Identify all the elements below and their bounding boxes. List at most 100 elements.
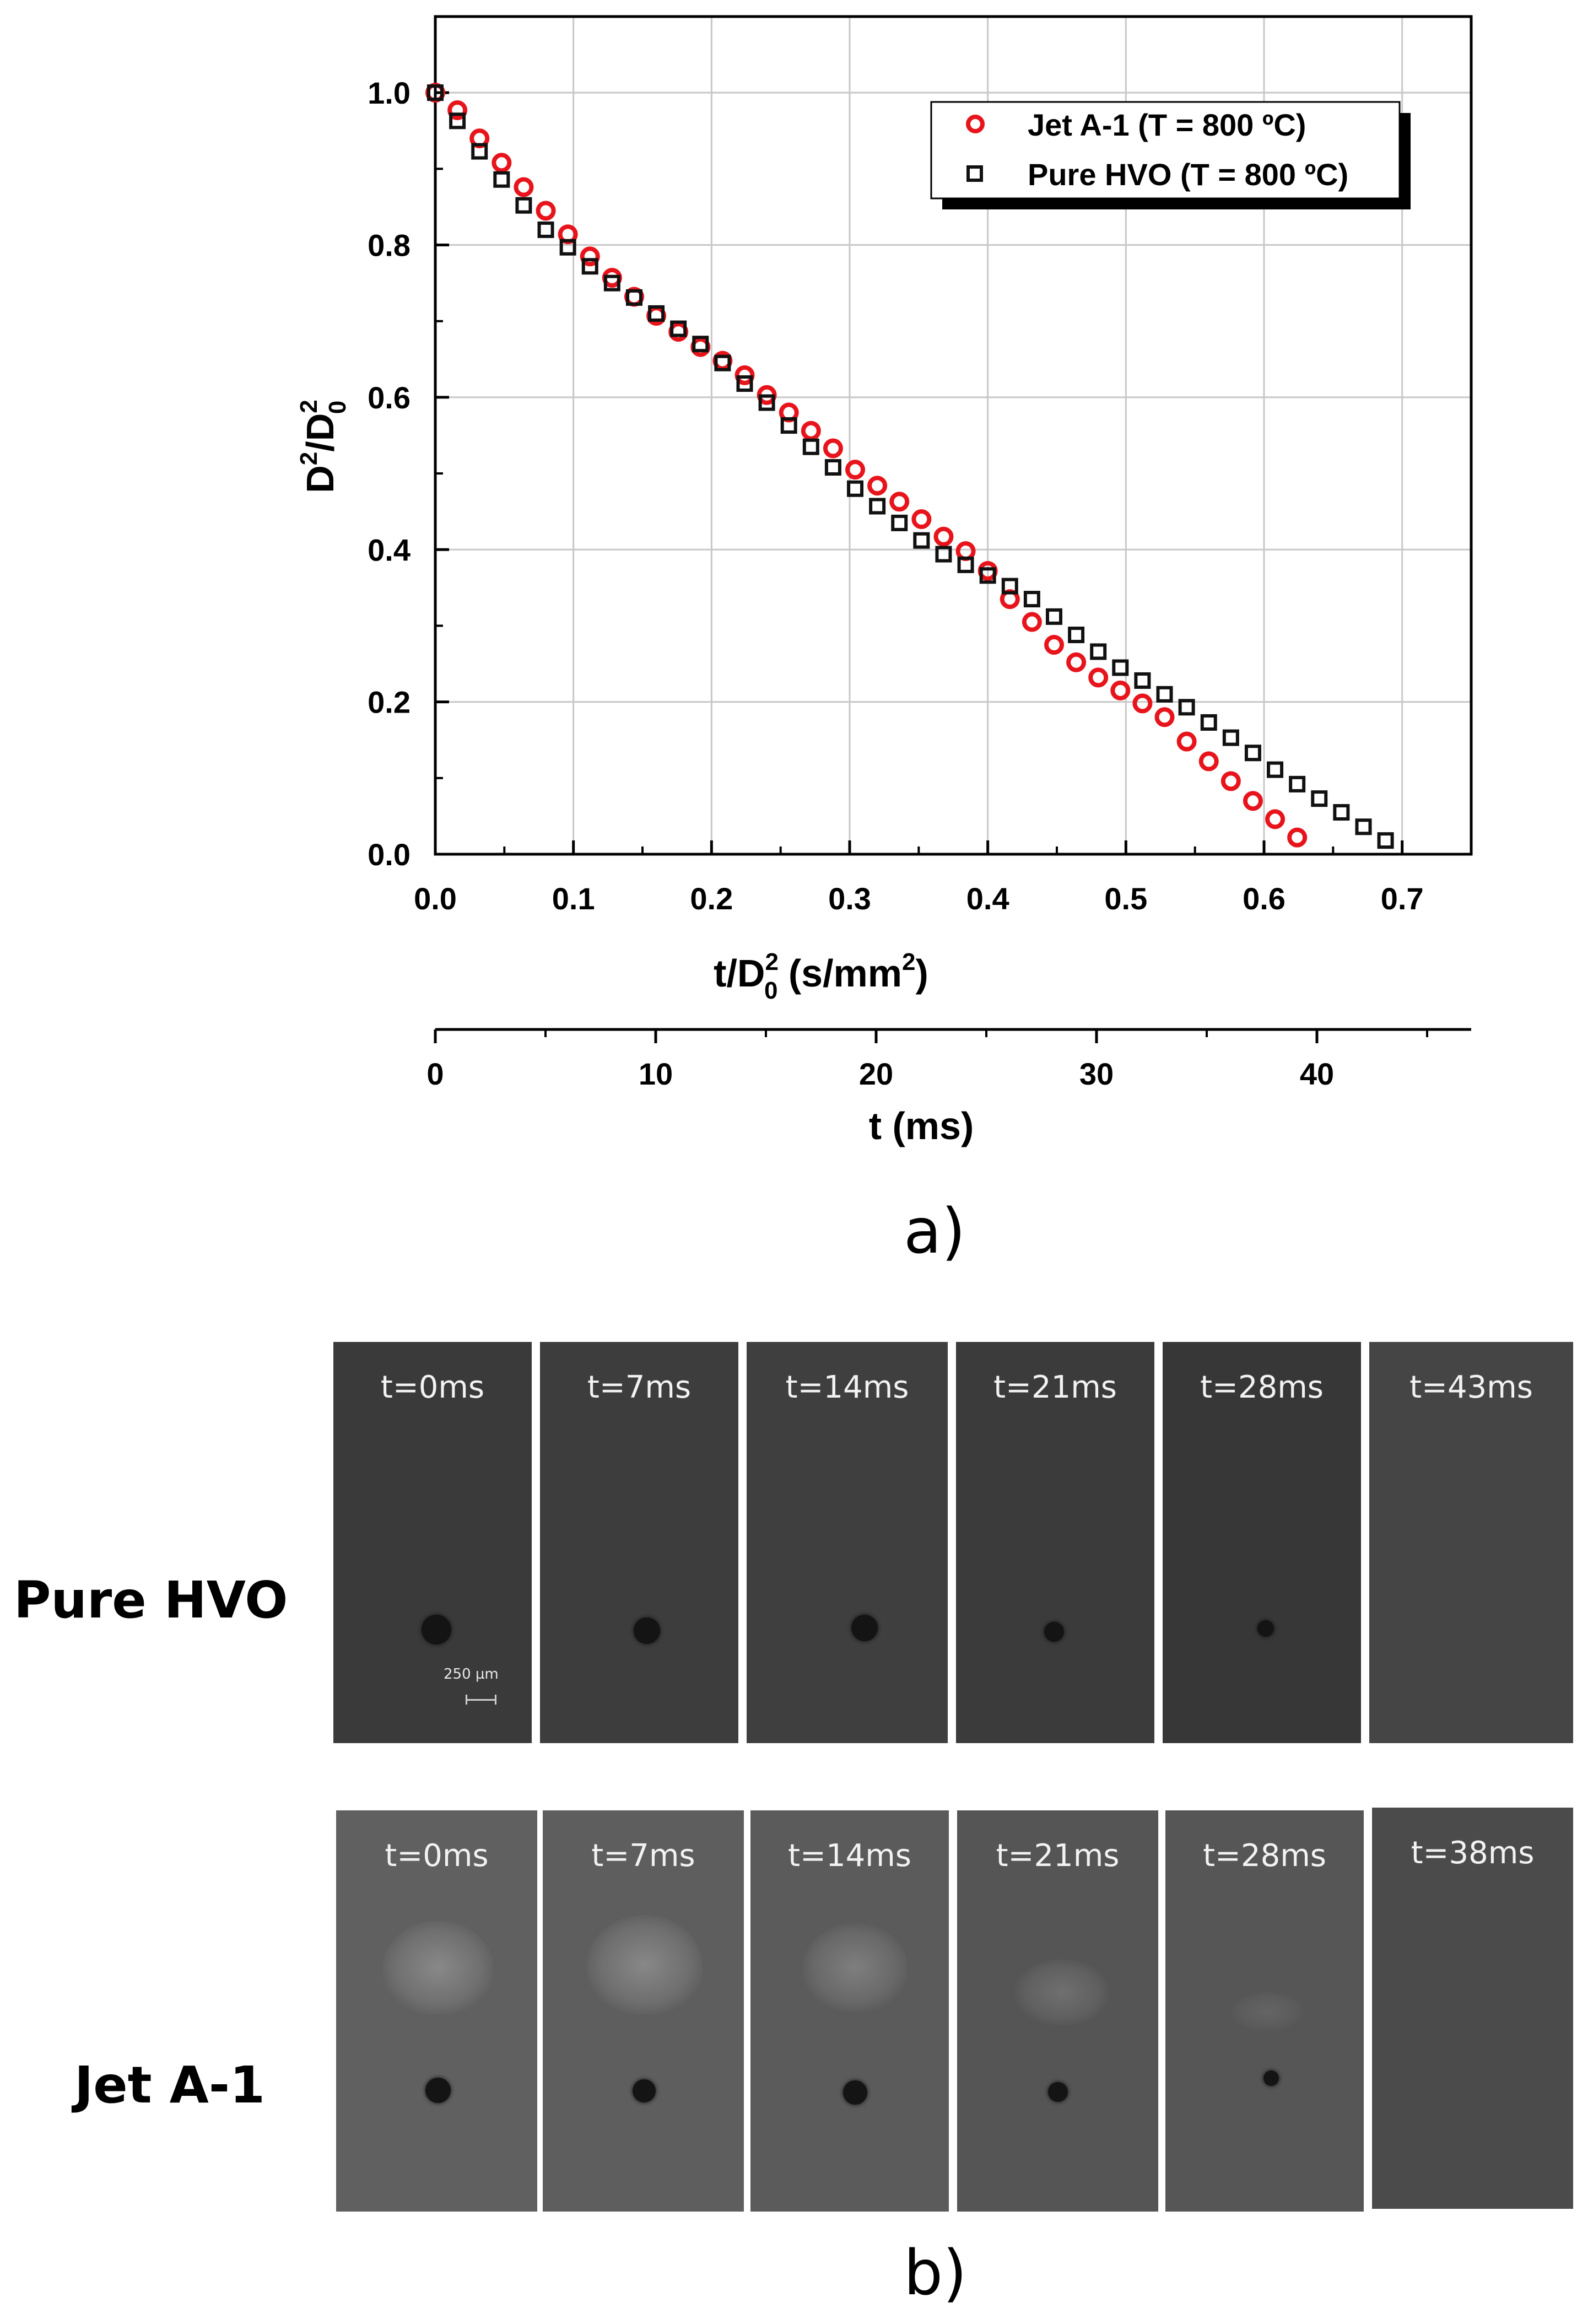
frame-time-label: t=21ms: [993, 1369, 1117, 1405]
droplet: [1048, 2082, 1068, 2102]
y-tick-label: 0.8: [368, 228, 411, 263]
data-point-jet-a1: [1132, 693, 1153, 714]
axis-tick-labels: 0.0 0.1 0.2 0.3 0.4 0.5 0.6 0.7 0.0 0.2 0.4 0.6 0.8 1…: [368, 76, 1423, 916]
data-point-pure-hvo: [670, 320, 687, 337]
scale-bar-label: 250 µm: [444, 1666, 499, 1683]
chart-area: 0.0 0.1 0.2 0.3 0.4 0.5 0.6 0.7 0.0 0.2 0.4 0.6 0.8 1…: [295, 15, 1473, 1147]
secondary-tick-label: 10: [639, 1056, 673, 1091]
frame-time-label: t=14ms: [788, 1838, 911, 1874]
droplet: [1263, 2070, 1279, 2086]
data-point-pure-hvo: [603, 274, 620, 292]
data-point-pure-hvo: [736, 375, 753, 392]
y-tick-label: 0.4: [368, 532, 411, 567]
data-point-jet-a1: [447, 100, 468, 120]
frame-time-label: t=7ms: [587, 1369, 692, 1405]
frame-time-label: t=43ms: [1409, 1369, 1533, 1405]
panel-a-label: a): [904, 1196, 966, 1268]
data-point-jet-a1: [1198, 751, 1219, 772]
frame-time-label: t=28ms: [1200, 1369, 1324, 1405]
vapor-cloud: [383, 1921, 493, 2014]
droplet: [634, 1617, 660, 1644]
y-tick-label: 0.6: [368, 380, 411, 415]
hvo-frame-2: t=7ms: [540, 1342, 738, 1743]
vapor-cloud: [587, 1915, 703, 2014]
data-point-pure-hvo: [1377, 832, 1394, 849]
hvo-frame-1: t=0ms 250 µm: [333, 1342, 532, 1743]
data-point-pure-hvo: [780, 417, 797, 434]
data-point-pure-hvo: [1178, 699, 1195, 716]
vapor-cloud: [803, 1923, 908, 2012]
data-point-pure-hvo: [1267, 761, 1284, 778]
data-point-jet-a1: [514, 177, 534, 197]
data-point-jet-a1: [580, 246, 600, 267]
row-label-pure-hvo: Pure HVO: [14, 1571, 288, 1630]
y-axis-title: D2/D20: [295, 400, 351, 493]
data-point-pure-hvo: [1333, 804, 1350, 821]
data-point-pure-hvo: [935, 546, 952, 563]
secondary-x-axis-title: t (ms): [869, 1104, 974, 1147]
frame-time-label: t=21ms: [996, 1838, 1120, 1874]
data-point-jet-a1: [911, 509, 932, 529]
plot-frame: [434, 15, 1473, 856]
y-tick-label: 0.0: [368, 837, 411, 872]
data-point-pure-hvo: [1045, 608, 1062, 625]
data-point-pure-hvo: [824, 459, 841, 476]
data-point-jet-a1: [933, 526, 954, 547]
data-point-jet-a1: [1110, 680, 1131, 700]
data-point-pure-hvo: [1311, 790, 1328, 807]
data-point-pure-hvo: [692, 336, 709, 353]
droplet: [425, 2078, 451, 2103]
x-tick-label: 0.4: [966, 881, 1009, 916]
data-point-pure-hvo: [957, 556, 974, 573]
data-point-pure-hvo: [559, 239, 576, 256]
x-tick-label: 0.3: [828, 881, 871, 916]
series-pure-hvo: [427, 84, 1394, 849]
data-point-pure-hvo: [493, 171, 510, 188]
droplet: [851, 1615, 878, 1641]
data-point-jet-a1: [1176, 731, 1197, 752]
vapor-cloud: [1015, 1959, 1109, 2025]
droplet: [1257, 1620, 1274, 1637]
x-tick-label: 0.6: [1243, 881, 1286, 916]
data-point-jet-a1: [1022, 612, 1042, 632]
frame-time-label: t=0ms: [385, 1838, 489, 1874]
x-tick-label: 0.5: [1104, 881, 1147, 916]
data-point-pure-hvo: [869, 498, 886, 515]
x-tick-label: 0.2: [690, 881, 733, 916]
data-point-jet-a1: [1265, 809, 1286, 829]
data-point-pure-hvo: [471, 143, 488, 160]
x-tick-label: 0.0: [414, 881, 457, 916]
row-label-jet-a1: Jet A-1: [74, 2056, 266, 2115]
data-point-pure-hvo: [913, 532, 930, 549]
frame-time-label: t=38ms: [1411, 1835, 1535, 1871]
data-point-pure-hvo: [515, 197, 532, 214]
x-tick-label: 0.1: [552, 881, 595, 916]
data-point-pure-hvo: [802, 438, 819, 455]
legend-box: [930, 101, 1401, 199]
jet-frame-6: t=38ms: [1372, 1808, 1573, 2209]
vapor-cloud: [1232, 1992, 1303, 2031]
y-tick-label: 1.0: [368, 76, 411, 110]
legend: Jet A-1 (T = 800 ºC) Pure HVO (T = 800 º…: [930, 101, 1411, 209]
data-point-jet-a1: [955, 541, 976, 562]
data-point-pure-hvo: [714, 354, 731, 371]
data-point-pure-hvo: [1355, 818, 1372, 835]
frame-time-label: t=7ms: [591, 1838, 695, 1874]
secondary-tick-label: 20: [859, 1056, 893, 1091]
data-point-jet-a1: [1044, 635, 1064, 655]
data-point-pure-hvo: [1156, 686, 1173, 703]
data-marks: [425, 83, 1394, 849]
data-point-jet-a1: [1220, 771, 1241, 791]
droplet: [843, 2080, 867, 2105]
data-point-pure-hvo: [1090, 643, 1107, 660]
data-point-pure-hvo: [1068, 627, 1085, 644]
jet-frame-3: t=14ms: [750, 1810, 949, 2212]
jet-frame-2: t=7ms: [543, 1810, 744, 2212]
data-point-pure-hvo: [581, 258, 598, 275]
secondary-tick-label: 30: [1079, 1056, 1114, 1091]
hvo-frame-3: t=14ms: [747, 1342, 948, 1743]
secondary-x-axis: 0 10 20 30 40: [426, 1028, 1471, 1091]
data-point-jet-a1: [1088, 667, 1109, 688]
data-point-jet-a1: [867, 476, 888, 496]
data-point-jet-a1: [1066, 652, 1087, 672]
